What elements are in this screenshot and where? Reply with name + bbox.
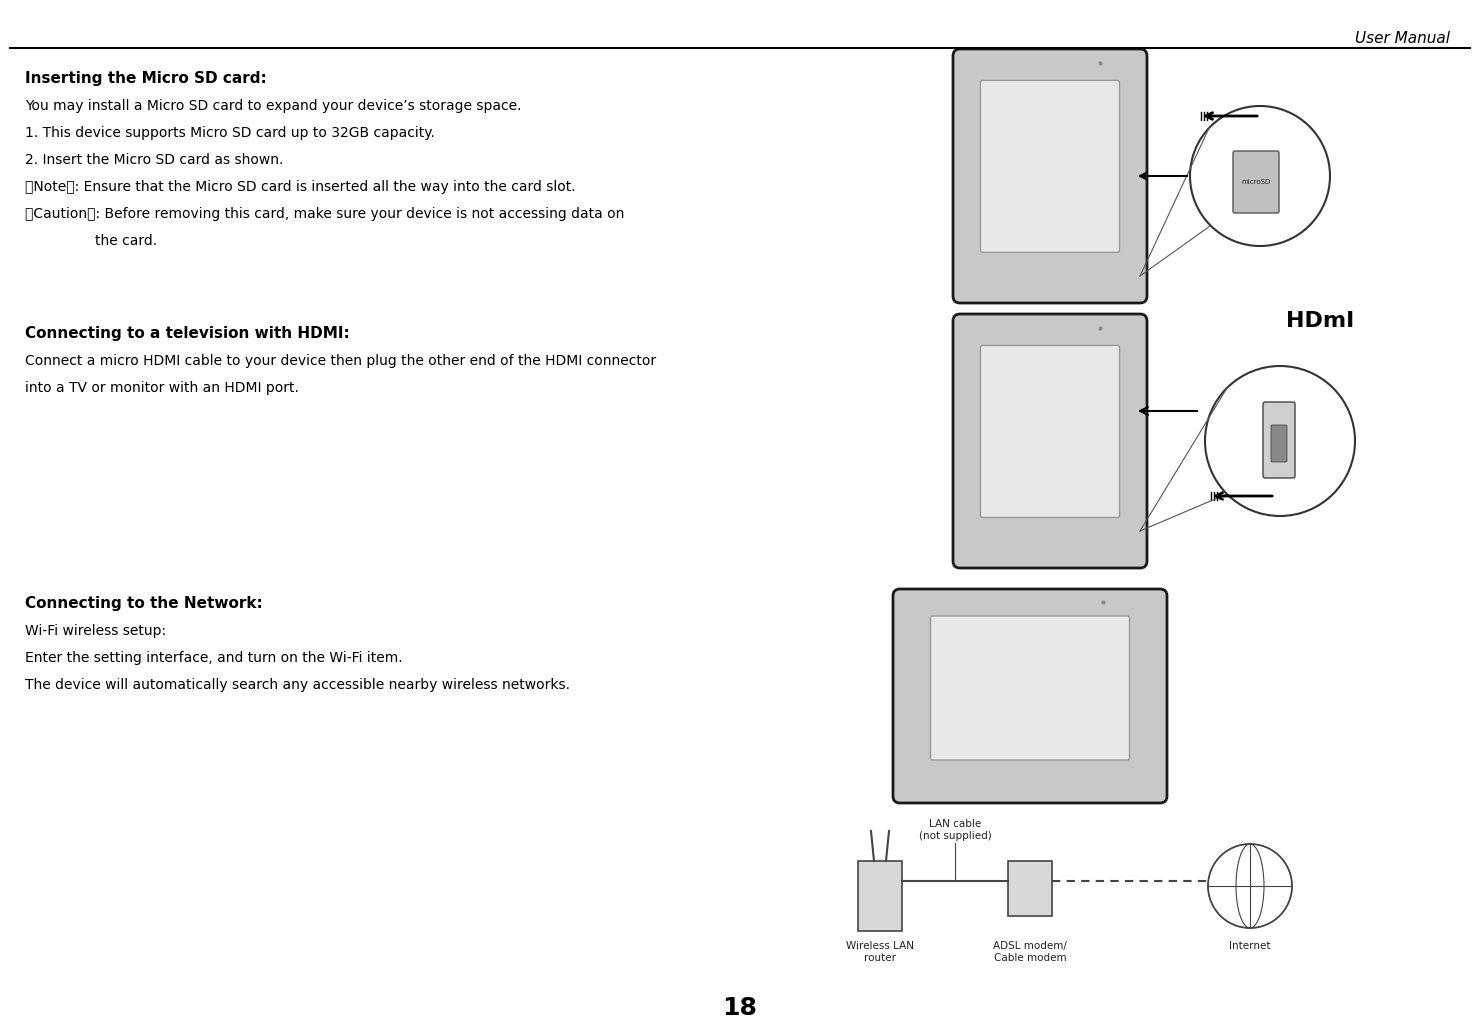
FancyBboxPatch shape: [952, 49, 1148, 303]
FancyBboxPatch shape: [981, 346, 1120, 517]
Bar: [858, 861, 902, 931]
Bar: [1009, 861, 1052, 916]
Text: Wireless LAN
router: Wireless LAN router: [846, 941, 914, 962]
FancyBboxPatch shape: [1233, 151, 1279, 213]
Text: 2. Insert the Micro SD card as shown.: 2. Insert the Micro SD card as shown.: [25, 153, 284, 167]
Text: 1. This device supports Micro SD card up to 32GB capacity.: 1. This device supports Micro SD card up…: [25, 126, 435, 140]
Text: the card.: the card.: [25, 234, 157, 248]
Text: 【Note】: Ensure that the Micro SD card is inserted all the way into the card slot: 【Note】: Ensure that the Micro SD card is…: [25, 180, 575, 194]
Text: The device will automatically search any accessible nearby wireless networks.: The device will automatically search any…: [25, 678, 569, 692]
Text: HDmI: HDmI: [1285, 311, 1355, 331]
Circle shape: [1191, 106, 1330, 246]
Text: Connect a micro HDMI cable to your device then plug the other end of the HDMI co: Connect a micro HDMI cable to your devic…: [25, 354, 657, 368]
FancyBboxPatch shape: [1263, 402, 1296, 478]
Text: Inserting the Micro SD card:: Inserting the Micro SD card:: [25, 71, 266, 86]
Text: Connecting to a television with HDMI:: Connecting to a television with HDMI:: [25, 326, 349, 341]
Text: 18: 18: [723, 996, 757, 1020]
Text: ADSL modem/
Cable modem: ADSL modem/ Cable modem: [992, 941, 1066, 962]
Text: You may install a Micro SD card to expand your device’s storage space.: You may install a Micro SD card to expan…: [25, 98, 522, 113]
Text: into a TV or monitor with an HDMI port.: into a TV or monitor with an HDMI port.: [25, 381, 299, 395]
FancyBboxPatch shape: [952, 314, 1148, 568]
Text: Internet: Internet: [1229, 941, 1270, 951]
Text: Wi-Fi wireless setup:: Wi-Fi wireless setup:: [25, 624, 166, 638]
FancyBboxPatch shape: [981, 80, 1120, 252]
Text: LAN cable
(not supplied): LAN cable (not supplied): [918, 820, 991, 841]
Text: Enter the setting interface, and turn on the Wi-Fi item.: Enter the setting interface, and turn on…: [25, 652, 402, 665]
Text: microSD: microSD: [1241, 179, 1270, 185]
Text: 【Caution】: Before removing this card, make sure your device is not accessing dat: 【Caution】: Before removing this card, ma…: [25, 207, 624, 221]
FancyBboxPatch shape: [1270, 425, 1287, 462]
Circle shape: [1208, 844, 1293, 928]
Text: Connecting to the Network:: Connecting to the Network:: [25, 596, 263, 611]
FancyBboxPatch shape: [893, 589, 1167, 803]
FancyBboxPatch shape: [930, 616, 1130, 760]
Circle shape: [1205, 366, 1355, 516]
Text: User Manual: User Manual: [1355, 31, 1449, 46]
